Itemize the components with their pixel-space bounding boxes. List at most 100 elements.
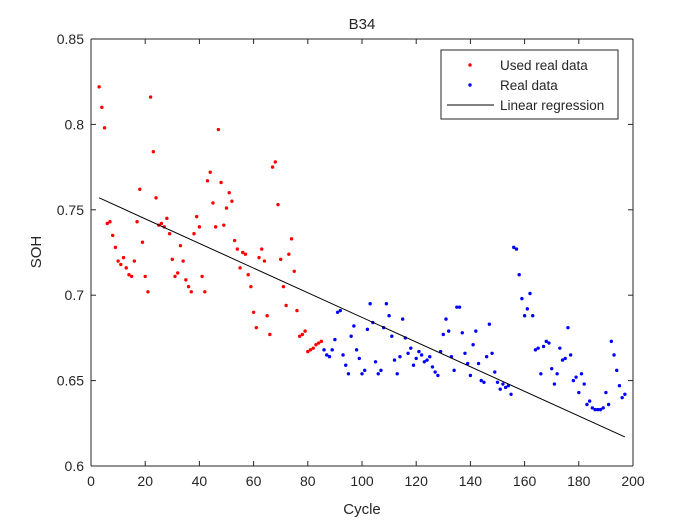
used-real-data-point bbox=[173, 274, 177, 279]
real-data-point bbox=[447, 329, 451, 333]
used-real-data-point bbox=[121, 255, 126, 260]
real-data-point bbox=[360, 372, 364, 376]
real-data-point bbox=[577, 390, 581, 395]
used-real-data-point bbox=[105, 221, 109, 226]
real-data-point bbox=[514, 247, 519, 251]
used-real-data-point bbox=[295, 308, 299, 313]
used-real-data-point bbox=[281, 284, 286, 289]
real-data-point bbox=[571, 378, 576, 383]
used-real-data-point bbox=[211, 201, 215, 205]
used-real-data-point bbox=[113, 245, 118, 250]
used-real-data-point bbox=[146, 290, 150, 294]
real-data-point bbox=[547, 341, 551, 345]
x-axis-label: Cycle bbox=[343, 501, 381, 518]
x-tick-label: 120 bbox=[405, 473, 429, 489]
used-real-data-point bbox=[254, 325, 259, 330]
real-data-point bbox=[390, 334, 394, 338]
used-real-data-point bbox=[165, 216, 169, 221]
used-real-data-point bbox=[270, 165, 275, 169]
real-data-point bbox=[522, 313, 527, 318]
real-data-point bbox=[474, 329, 478, 333]
used-real-data-point bbox=[154, 196, 158, 200]
real-data-point bbox=[623, 392, 627, 396]
real-data-point bbox=[417, 349, 421, 354]
real-data-point bbox=[574, 375, 578, 379]
real-data-point bbox=[352, 324, 356, 328]
real-data-point bbox=[349, 334, 353, 338]
used-real-data-point bbox=[197, 225, 202, 229]
used-real-data-point bbox=[208, 170, 212, 174]
used-real-data-point bbox=[138, 187, 142, 192]
real-data-point bbox=[433, 370, 437, 374]
y-axis-label: SOH bbox=[28, 236, 45, 269]
used-real-data-point bbox=[276, 202, 280, 207]
used-real-data-point bbox=[243, 252, 248, 256]
real-data-point bbox=[419, 353, 424, 357]
real-data-point bbox=[552, 382, 557, 386]
used-real-data-point bbox=[303, 329, 307, 333]
real-data-point bbox=[536, 346, 540, 350]
legend: Used real data Real data Linear regressi… bbox=[440, 49, 619, 120]
real-data-point bbox=[612, 353, 616, 357]
real-data-point bbox=[430, 365, 435, 369]
used-real-data-point bbox=[110, 233, 115, 238]
real-data-point bbox=[344, 363, 348, 367]
used-real-data-point bbox=[222, 223, 226, 227]
used-real-data-point bbox=[273, 160, 277, 164]
used-real-data-point bbox=[241, 250, 245, 255]
legend-label-linear-regression: Linear regression bbox=[500, 98, 604, 113]
real-data-point bbox=[322, 348, 326, 352]
real-data-point bbox=[525, 307, 530, 311]
used-real-data-point bbox=[129, 274, 134, 279]
y-tick-label: 0.8 bbox=[65, 116, 85, 132]
used-real-data-point bbox=[230, 199, 234, 203]
real-data-point bbox=[365, 327, 370, 332]
used-real-data-point bbox=[235, 247, 240, 251]
used-real-data-point bbox=[284, 303, 288, 308]
real-data-point bbox=[598, 407, 603, 412]
x-tick-label: 180 bbox=[567, 473, 591, 489]
used-real-data-point bbox=[119, 262, 123, 267]
real-data-point bbox=[528, 291, 532, 296]
real-data-point bbox=[368, 302, 372, 306]
used-real-data-point bbox=[167, 232, 172, 236]
real-data-point bbox=[520, 296, 524, 301]
used-real-data-point bbox=[249, 284, 253, 289]
real-data-point bbox=[517, 273, 521, 277]
x-tick-label: 100 bbox=[350, 473, 374, 489]
used-real-data-point bbox=[260, 247, 264, 251]
real-data-point bbox=[400, 317, 405, 321]
x-tick-label: 200 bbox=[621, 473, 645, 489]
real-data-point bbox=[428, 354, 432, 359]
used-real-data-point bbox=[116, 259, 120, 263]
x-tick-label: 20 bbox=[137, 473, 153, 489]
used-real-data-point bbox=[238, 266, 242, 270]
used-real-data-point bbox=[100, 105, 104, 110]
data-layer bbox=[97, 85, 627, 438]
real-data-point bbox=[493, 370, 497, 374]
real-data-point bbox=[436, 373, 440, 378]
used-real-data-point bbox=[251, 310, 256, 314]
used-real-data-point bbox=[289, 237, 294, 241]
real-data-point bbox=[620, 395, 624, 400]
used-real-data-point bbox=[224, 206, 229, 210]
real-data-point bbox=[533, 348, 538, 352]
real-data-point bbox=[330, 348, 334, 352]
real-data-point bbox=[596, 407, 600, 412]
used-real-data-point bbox=[232, 238, 237, 243]
used-real-data-point bbox=[200, 274, 204, 279]
real-data-point bbox=[579, 372, 584, 376]
real-data-point bbox=[482, 380, 486, 385]
x-tick-label: 0 bbox=[87, 473, 95, 489]
used-real-data-point bbox=[178, 243, 183, 248]
real-data-point bbox=[333, 337, 337, 342]
regression-line bbox=[98, 197, 626, 438]
legend-marker-used-real-data bbox=[468, 63, 472, 67]
real-data-point bbox=[409, 346, 413, 350]
real-data-point bbox=[325, 353, 329, 357]
used-real-data-point bbox=[316, 341, 321, 345]
real-data-point bbox=[422, 360, 427, 364]
used-real-data-point bbox=[262, 259, 267, 263]
used-real-data-point bbox=[203, 290, 207, 294]
real-data-point bbox=[414, 356, 418, 361]
